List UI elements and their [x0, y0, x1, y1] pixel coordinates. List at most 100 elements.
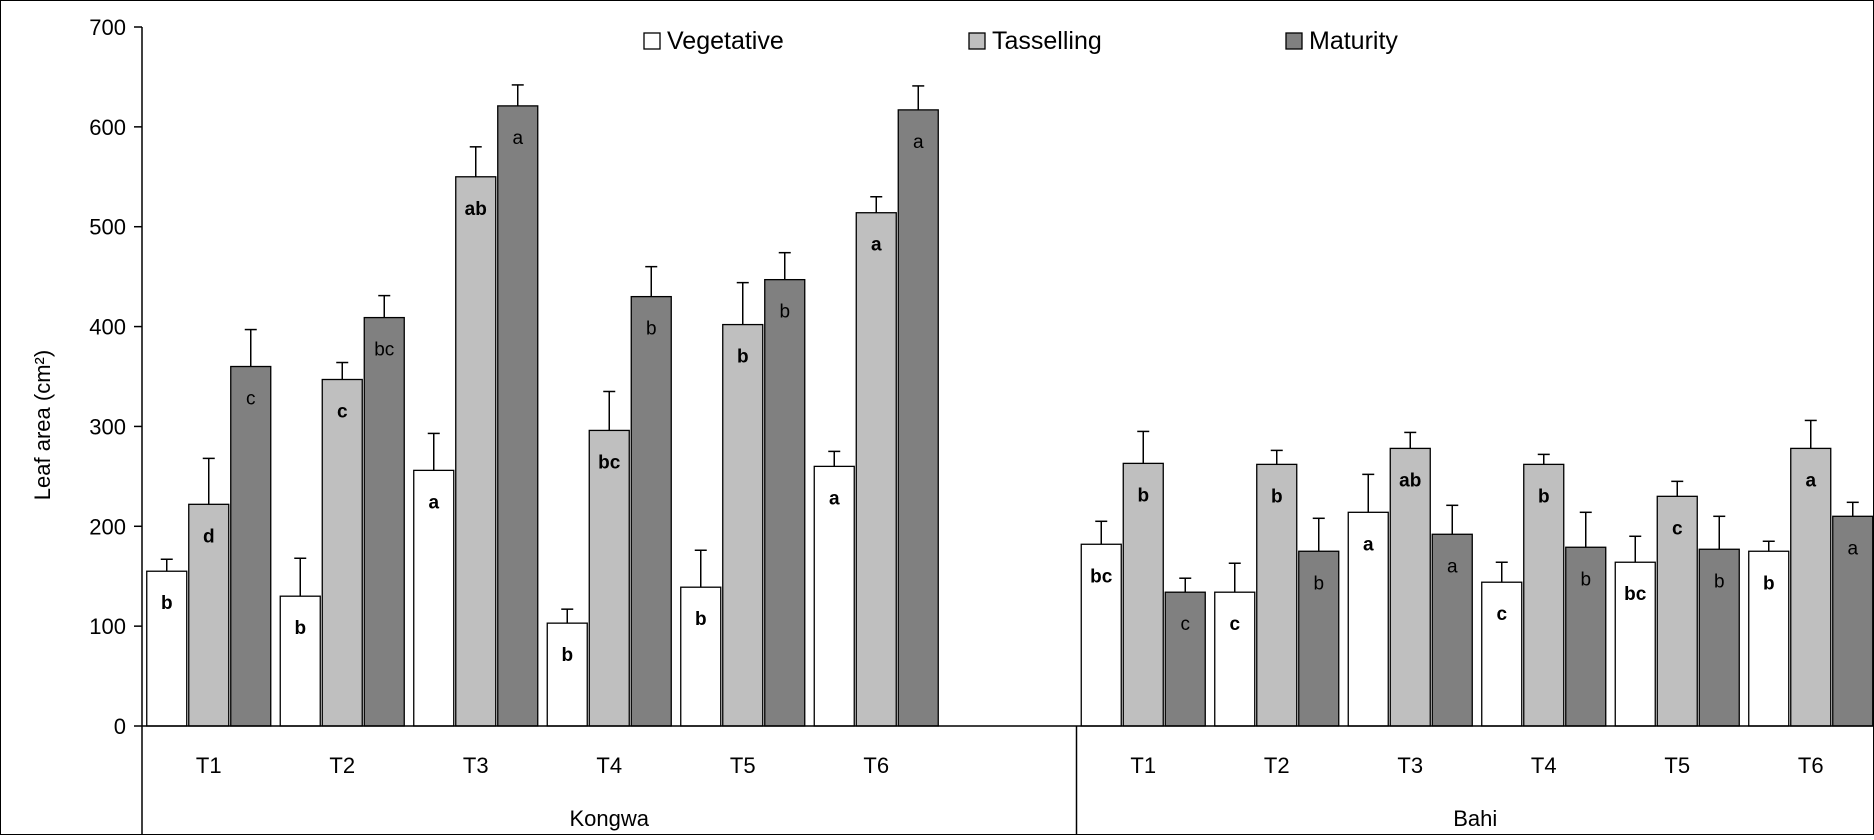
- bar-tasselling: [1656, 495, 1698, 727]
- significance-letter: b: [1137, 485, 1149, 506]
- x-category-label: T4: [1531, 753, 1557, 778]
- bar-vegetative: [1347, 511, 1389, 727]
- bar-vegetative: [546, 622, 588, 727]
- significance-letter: b: [1763, 573, 1775, 594]
- y-tick-label: 100: [89, 614, 126, 639]
- legend-label: Tasselling: [992, 27, 1102, 55]
- legend-swatch: [643, 32, 661, 50]
- significance-letter: a: [1805, 470, 1816, 491]
- x-category-label: T6: [1798, 753, 1824, 778]
- legend: Vegetative Tasselling Maturity: [643, 27, 1398, 55]
- significance-letter: b: [294, 618, 306, 639]
- significance-letter: b: [1714, 571, 1725, 592]
- significance-letter: b: [695, 609, 707, 630]
- significance-letter: bc: [1090, 566, 1113, 587]
- bar-maturity: [630, 295, 672, 727]
- bar-maturity: [1698, 548, 1740, 727]
- legend-swatch: [968, 32, 986, 50]
- bar-tasselling: [188, 503, 230, 727]
- significance-letter: a: [871, 235, 882, 256]
- bar-vegetative: [1214, 591, 1256, 727]
- bar-maturity: [764, 278, 806, 727]
- bar-tasselling: [588, 429, 630, 727]
- x-category-label: T5: [730, 753, 756, 778]
- bar-maturity: [1164, 591, 1206, 727]
- bar-vegetative: [1748, 550, 1790, 727]
- bar-tasselling: [1790, 447, 1832, 727]
- significance-letter: d: [203, 526, 215, 547]
- significance-letter: c: [1496, 604, 1507, 625]
- bar-maturity: [363, 316, 405, 727]
- bar-vegetative: [680, 586, 722, 727]
- significance-letter: b: [1538, 486, 1550, 507]
- bar-maturity: [1431, 533, 1473, 727]
- significance-letter: b: [1580, 569, 1591, 590]
- x-category-label: T2: [1264, 753, 1290, 778]
- y-tick-label: 300: [89, 414, 126, 439]
- significance-letter: b: [1271, 486, 1283, 507]
- bar-vegetative: [413, 469, 455, 727]
- bar-tasselling: [1256, 463, 1298, 727]
- bar-vegetative: [146, 570, 188, 727]
- x-category-label: T2: [329, 753, 355, 778]
- bar-maturity: [1565, 546, 1607, 727]
- bar-tasselling: [455, 176, 497, 727]
- bar-maturity: [1298, 550, 1340, 727]
- x-category-label: T1: [196, 753, 222, 778]
- significance-letter: c: [1181, 614, 1191, 635]
- significance-letter: ab: [465, 199, 487, 220]
- y-tick-label: 700: [89, 15, 126, 40]
- significance-letter: ab: [1399, 470, 1421, 491]
- significance-letter: b: [646, 319, 657, 340]
- significance-letter: a: [428, 492, 439, 513]
- significance-letter: bc: [598, 452, 621, 473]
- significance-letter: b: [779, 302, 790, 323]
- significance-letter: a: [913, 132, 924, 153]
- significance-letter: b: [737, 347, 749, 368]
- significance-letter: a: [829, 488, 840, 509]
- significance-letter: a: [1447, 556, 1458, 577]
- x-category-label: T4: [596, 753, 622, 778]
- significance-letter: c: [337, 401, 348, 422]
- bar-maturity: [230, 365, 272, 727]
- y-tick-label: 0: [114, 714, 126, 739]
- bar-tasselling: [722, 323, 764, 727]
- y-tick-label: 600: [89, 115, 126, 140]
- y-tick-label: 200: [89, 514, 126, 539]
- y-tick-label: 500: [89, 215, 126, 240]
- bar-maturity: [497, 105, 539, 727]
- significance-letter: b: [1313, 573, 1324, 594]
- significance-letter: b: [161, 593, 173, 614]
- legend-swatch: [1285, 32, 1303, 50]
- significance-letter: a: [512, 128, 523, 149]
- significance-letter: c: [1229, 614, 1240, 635]
- x-category-label: T1: [1130, 753, 1156, 778]
- legend-label: Vegetative: [667, 27, 784, 55]
- significance-letter: c: [246, 389, 256, 410]
- bar-tasselling: [321, 378, 363, 727]
- x-group-label: Bahi: [1453, 806, 1497, 831]
- y-axis-label: Leaf area (cm²): [30, 350, 55, 500]
- legend-label: Maturity: [1309, 27, 1398, 55]
- significance-letter: a: [1847, 538, 1858, 559]
- x-category-label: T6: [863, 753, 889, 778]
- bar-tasselling: [855, 212, 897, 727]
- axes-layer: 0 100 200 300 400 500 600 700 T1 T2 T3 T4 T5 T6 T1 T2 T3…: [89, 15, 1874, 835]
- x-group-label: Kongwa: [569, 806, 649, 831]
- x-category-label: T5: [1664, 753, 1690, 778]
- bar-vegetative: [813, 465, 855, 727]
- significance-letter: bc: [1624, 584, 1647, 605]
- bar-vegetative: [279, 595, 321, 727]
- y-tick-label: 400: [89, 315, 126, 340]
- x-category-label: T3: [1397, 753, 1423, 778]
- significance-letter: c: [1672, 518, 1683, 539]
- significance-letter: b: [561, 645, 573, 666]
- bar-tasselling: [1523, 463, 1565, 727]
- significance-letter: a: [1363, 534, 1374, 555]
- significance-letter: bc: [374, 340, 394, 361]
- bar-maturity: [897, 109, 939, 727]
- x-category-label: T3: [463, 753, 489, 778]
